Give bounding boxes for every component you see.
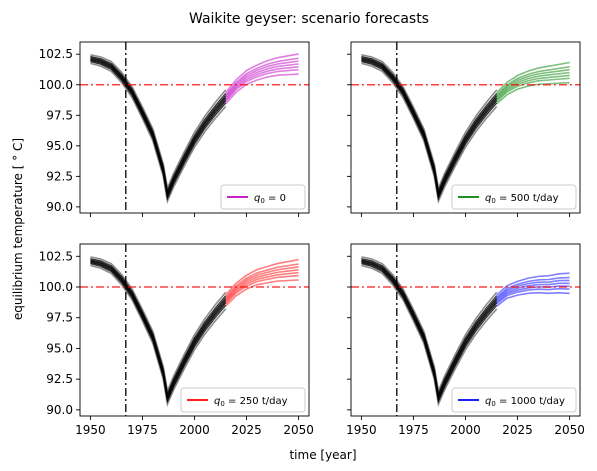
forecast-line-5 <box>496 276 570 298</box>
legend-label: q0 = 0 <box>254 193 286 205</box>
forecast-line-1 <box>225 68 299 102</box>
forecast-line-4 <box>496 68 570 98</box>
x-tick-label: 2025 <box>231 423 262 437</box>
forecast-line-4 <box>225 266 299 300</box>
forecast-line-0 <box>225 279 299 307</box>
forecast-line-0 <box>225 73 299 105</box>
forecast-line-5 <box>496 66 570 96</box>
y-tick-label: 92.5 <box>46 169 73 183</box>
legend: q0 = 1000 t/day <box>451 387 577 413</box>
subplot-top-left: 90.0 92.5 95.0 97.5 100.0 102.5 q0 = 0 <box>39 41 310 217</box>
forecast-line-6 <box>225 258 299 296</box>
forecast-line-3 <box>225 269 299 302</box>
y-axis-label: equilibrium temperature [ ° C] <box>11 138 25 320</box>
legend-label-subscript: 0 <box>260 197 264 205</box>
forecast-line-6 <box>496 272 570 296</box>
forecast-line-2 <box>225 66 299 101</box>
forecast-line-3 <box>496 282 570 302</box>
forecast-line-1 <box>496 287 570 305</box>
x-tick-label: 2000 <box>450 423 481 437</box>
legend-label: q0 = 500 t/day <box>485 193 559 205</box>
legend-label-text: = 1000 t/day <box>496 396 565 407</box>
forecast-line-5 <box>225 57 299 96</box>
forecast-line-4 <box>225 60 299 98</box>
legend-label-symbol: q <box>254 193 260 204</box>
x-tick-label: 1975 <box>127 423 158 437</box>
y-tick-label: 100.0 <box>39 78 73 92</box>
plot-area <box>351 244 580 416</box>
history-line-6 <box>90 256 227 394</box>
forecast-line-3 <box>225 63 299 99</box>
history-core-line-6 <box>90 56 227 193</box>
legend-box <box>451 387 577 413</box>
x-tick-label: 1975 <box>398 423 429 437</box>
legend-box <box>451 184 577 210</box>
history-line-6 <box>361 54 498 191</box>
forecast-line-2 <box>225 271 299 303</box>
history-line-0 <box>361 264 498 407</box>
forecast-line-3 <box>496 71 570 99</box>
y-tick-label: 97.5 <box>46 108 73 122</box>
legend: q0 = 500 t/day <box>451 184 577 210</box>
x-axis-label: time [year] <box>289 448 356 462</box>
y-tick-label: 102.5 <box>39 47 73 61</box>
subplot-bottom-right: 1950 1975 2000 2025 2050 q0 = 1000 t/day <box>346 243 585 437</box>
y-tick-label: 100.0 <box>39 280 73 294</box>
legend: q0 = 0 <box>220 184 306 210</box>
legend-label-symbol: q <box>485 396 491 407</box>
legend-box <box>180 387 306 413</box>
plot-area <box>80 42 309 213</box>
legend-label: q0 = 250 t/day <box>214 396 288 408</box>
history-core-line-6 <box>90 258 227 396</box>
x-tick-label: 1950 <box>75 423 106 437</box>
history-core-line-6 <box>361 258 498 396</box>
legend-label-subscript: 0 <box>491 197 495 205</box>
forecast-line-1 <box>225 274 299 305</box>
y-tick-label: 102.5 <box>39 249 73 263</box>
y-tick-label: 90.0 <box>46 200 73 214</box>
history-line-6 <box>90 54 227 191</box>
legend-label-symbol: q <box>485 193 491 204</box>
y-tick-label: 95.0 <box>46 341 73 355</box>
x-tick-label: 2050 <box>554 423 585 437</box>
figure-title: Waikite geyser: scenario forecasts <box>189 11 429 27</box>
legend-label-text: = 500 t/day <box>496 193 559 204</box>
legend-label-symbol: q <box>214 396 220 407</box>
plot-area <box>80 244 309 416</box>
history-core-line-6 <box>361 56 498 193</box>
legend: q0 = 250 t/day <box>180 387 306 413</box>
history-line-0 <box>90 264 227 407</box>
x-tick-label: 1950 <box>346 423 377 437</box>
x-tick-label: 2000 <box>179 423 210 437</box>
x-tick-label: 2050 <box>283 423 314 437</box>
legend-label-text: = 250 t/day <box>225 396 288 407</box>
forecast-line-6 <box>496 61 570 94</box>
legend-box <box>220 184 306 210</box>
history-line-0 <box>90 62 227 205</box>
y-tick-label: 90.0 <box>46 403 73 417</box>
legend-label-text: = 0 <box>265 193 286 204</box>
forecast-line-0 <box>496 291 570 307</box>
forecast-line-1 <box>496 77 570 102</box>
y-tick-label: 95.0 <box>46 139 73 153</box>
history-line-0 <box>361 62 498 205</box>
plot-area <box>351 42 580 213</box>
forecast-line-6 <box>225 53 299 94</box>
legend-label-subscript: 0 <box>491 400 495 408</box>
y-tick-label: 97.5 <box>46 311 73 325</box>
legend-label: q0 = 1000 t/day <box>485 396 565 408</box>
history-line-6 <box>361 256 498 394</box>
subplot-bottom-left: 90.0 92.5 95.0 97.5 100.0 102.5 1950 1975 2000 20… <box>39 243 314 437</box>
x-tick-label: 2025 <box>502 423 533 437</box>
subplot-top-right: q0 = 500 t/day <box>347 41 581 217</box>
forecast-line-5 <box>225 263 299 298</box>
forecast-line-4 <box>496 279 570 300</box>
legend-label-subscript: 0 <box>220 400 224 408</box>
y-tick-label: 92.5 <box>46 372 73 386</box>
forecast-line-2 <box>496 74 570 101</box>
